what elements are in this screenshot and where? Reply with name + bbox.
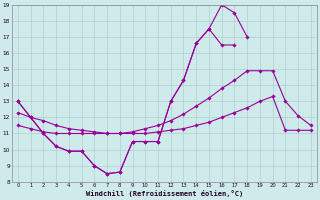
- X-axis label: Windchill (Refroidissement éolien,°C): Windchill (Refroidissement éolien,°C): [86, 190, 243, 197]
